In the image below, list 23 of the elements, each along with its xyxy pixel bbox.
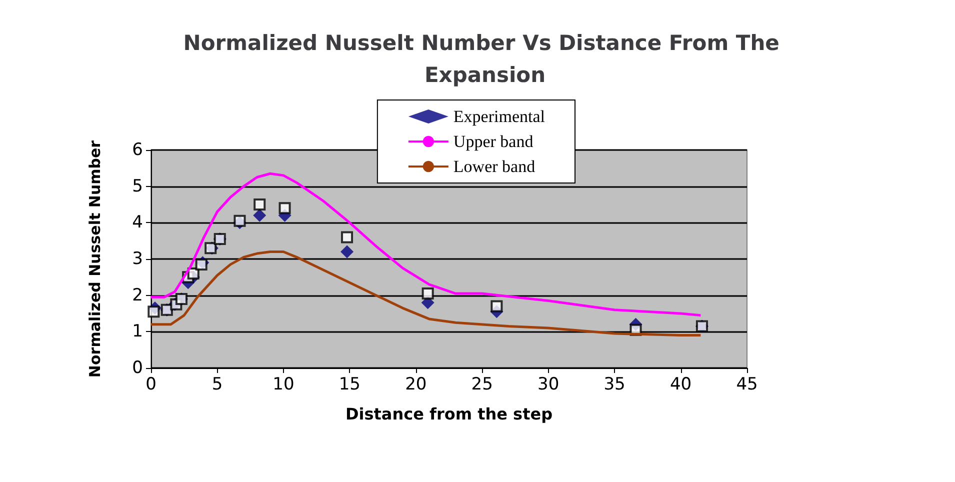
y-axis-title: Normalized Nusselt Number bbox=[86, 140, 104, 378]
y-tick-label: 4 bbox=[132, 212, 143, 233]
x-tick-label: 0 bbox=[146, 374, 156, 394]
x-tick-label: 40 bbox=[670, 374, 692, 394]
y-tick-label: 6 bbox=[132, 140, 143, 160]
y-tick-label: 3 bbox=[132, 249, 143, 269]
legend-label: Lower band bbox=[453, 157, 536, 176]
x-tick-label: 35 bbox=[604, 374, 626, 394]
x-tick-label: 10 bbox=[272, 374, 294, 394]
x-tick-label: 45 bbox=[736, 374, 758, 394]
y-tick-label: 1 bbox=[132, 322, 143, 342]
legend-label: Experimental bbox=[453, 107, 546, 126]
y-tick-label: 0 bbox=[132, 358, 143, 378]
x-tick-label: 30 bbox=[538, 374, 560, 394]
x-axis-title: Distance from the step bbox=[345, 404, 553, 424]
x-tick-label: 25 bbox=[471, 374, 493, 394]
y-tick-label: 5 bbox=[132, 176, 143, 196]
y-tick-label: 2 bbox=[132, 285, 143, 306]
x-tick-label: 20 bbox=[405, 374, 427, 394]
x-tick-label: 5 bbox=[212, 374, 223, 394]
legend-label: Upper band bbox=[453, 132, 534, 151]
x-tick-label: 15 bbox=[338, 374, 360, 394]
chart-title: Normalized Nusselt Number Vs Distance From The Expansion bbox=[183, 31, 787, 87]
